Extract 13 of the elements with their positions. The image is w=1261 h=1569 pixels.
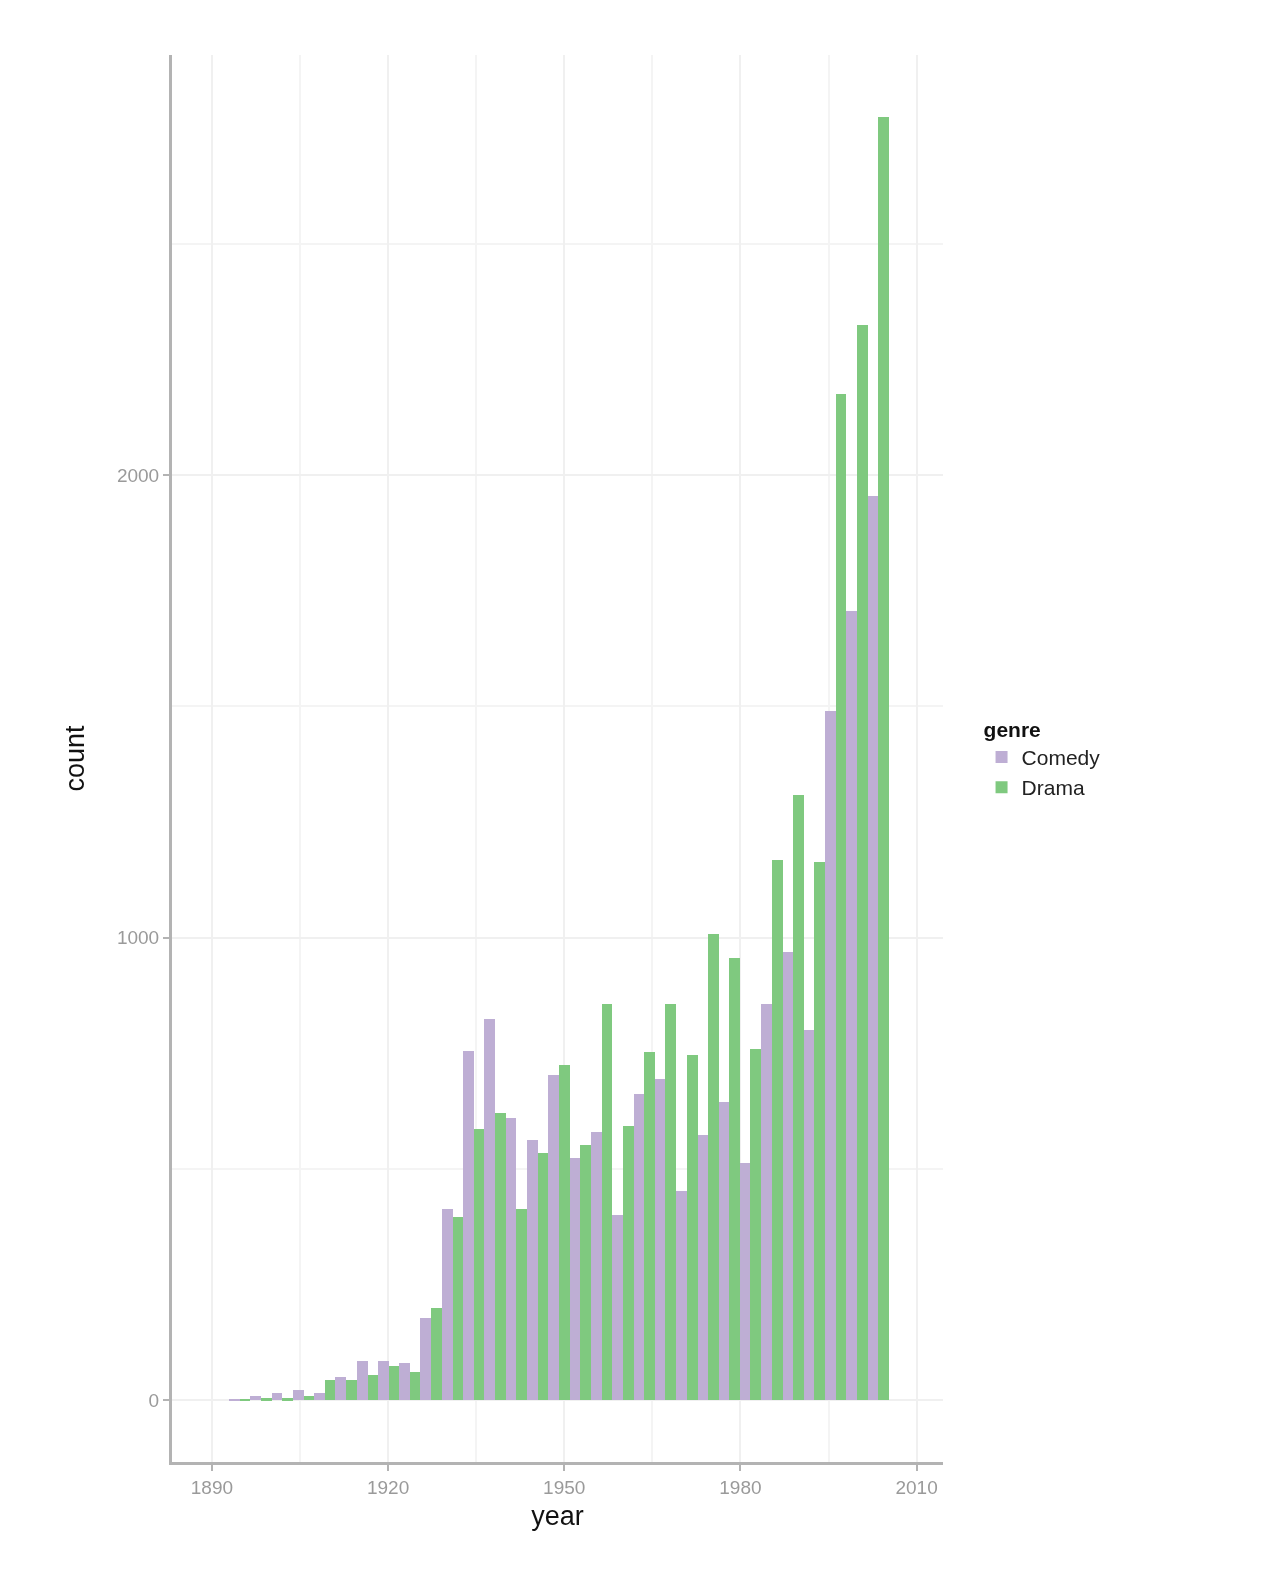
y-tick-label: 1000	[116, 927, 160, 949]
y-axis-title: count	[59, 724, 90, 792]
x-axis-title: year	[531, 1501, 584, 1532]
x-tick-label: 1890	[190, 1476, 234, 1498]
x-tick-label: 1950	[543, 1476, 586, 1498]
y-tick-label: 2000	[116, 464, 160, 486]
y-tick-label: 0	[148, 1389, 160, 1411]
legend-label: Drama	[1021, 776, 1085, 800]
x-tick-label: 1920	[366, 1476, 410, 1498]
legend-title: genre	[983, 717, 1041, 741]
x-tick-label: 2010	[895, 1476, 938, 1498]
x-tick-label: 1980	[719, 1476, 762, 1498]
legend-label: Comedy	[1021, 746, 1101, 770]
